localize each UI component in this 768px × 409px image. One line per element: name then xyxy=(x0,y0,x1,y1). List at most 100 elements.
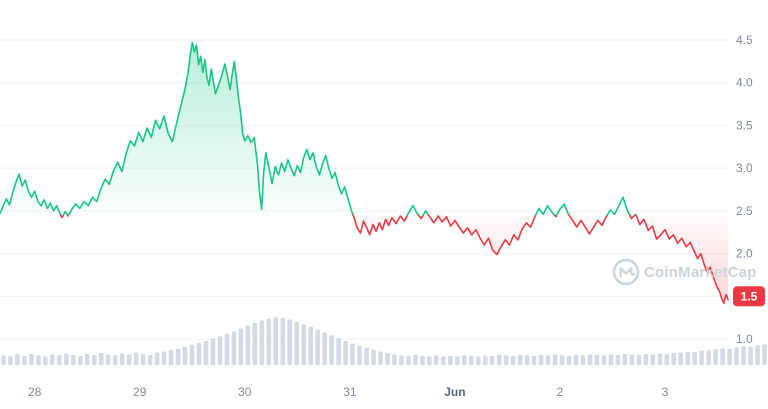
x-axis-label: 31 xyxy=(343,385,357,399)
volume-bar xyxy=(741,346,746,365)
volume-bar xyxy=(755,345,760,365)
volume-bar xyxy=(78,355,83,365)
price-line-down xyxy=(628,214,636,220)
price-line-down xyxy=(635,214,729,304)
volume-bar xyxy=(245,325,251,365)
volume-bar xyxy=(378,351,383,365)
volume-bar xyxy=(252,322,258,365)
volume-bar xyxy=(399,355,404,365)
volume-bar xyxy=(441,356,446,365)
volume-bar xyxy=(587,354,593,365)
x-axis-label: 29 xyxy=(133,385,147,399)
volume-bar xyxy=(734,347,739,365)
volume-bar xyxy=(406,355,411,365)
volume-bar xyxy=(650,354,656,365)
volume-bar xyxy=(685,351,690,365)
y-axis-label: 1.0 xyxy=(736,332,753,346)
x-axis-label: Jun xyxy=(444,385,465,399)
price-line-up xyxy=(422,210,430,216)
volume-bar xyxy=(36,355,41,365)
volume-bar xyxy=(71,354,76,365)
volume-bar xyxy=(462,355,467,365)
volume-bar xyxy=(615,354,621,365)
price-area-up xyxy=(68,42,354,216)
volume-bar xyxy=(706,350,711,365)
volume-bar xyxy=(85,354,90,365)
price-line-down xyxy=(352,214,409,236)
price-area-down xyxy=(428,215,536,255)
volume-bar xyxy=(210,338,216,365)
volume-bar xyxy=(657,353,662,365)
current-price-badge-bg xyxy=(733,286,765,307)
volume-bar xyxy=(8,356,13,365)
volume-bar xyxy=(524,355,530,365)
volume-bar xyxy=(203,341,209,365)
volume-bar xyxy=(113,355,118,365)
price-line-up xyxy=(406,204,420,216)
volume-bar xyxy=(196,342,202,365)
volume-bar xyxy=(231,331,237,365)
volume-bar xyxy=(671,353,676,365)
volume-bar xyxy=(392,354,397,365)
volume-bar xyxy=(238,328,244,365)
volume-bar xyxy=(699,350,704,365)
volume-bar xyxy=(713,349,718,365)
volume-bar xyxy=(643,354,649,365)
volume-bar xyxy=(448,355,453,365)
volume-bar xyxy=(748,346,753,365)
volume-bar xyxy=(273,317,278,365)
volume-bar xyxy=(469,355,474,365)
coinmarketcap-watermark: CoinMarketCap xyxy=(612,258,756,286)
volume-bar xyxy=(566,355,572,365)
volume-bar xyxy=(531,355,537,365)
price-area-down xyxy=(636,215,729,304)
price-line-down xyxy=(427,214,537,256)
x-axis-label: 2 xyxy=(557,385,564,399)
volume-bar xyxy=(308,326,313,365)
volume-bar xyxy=(476,356,481,365)
volume-bar xyxy=(43,356,48,365)
volume-bar xyxy=(483,355,488,365)
volume-bar xyxy=(161,351,167,365)
volume-bar xyxy=(622,354,628,365)
volume-bar xyxy=(50,354,55,365)
volume-bar xyxy=(329,335,334,365)
volume-bar xyxy=(106,354,111,365)
volume-bar xyxy=(140,354,146,365)
y-axis-label: 2.5 xyxy=(736,204,753,218)
current-price-badge-value: 1.5 xyxy=(741,289,758,303)
volume-bar xyxy=(287,319,292,365)
volume-bar xyxy=(559,355,565,365)
volume-bar xyxy=(692,352,697,365)
volume-bar xyxy=(420,355,425,365)
volume-bar xyxy=(427,356,432,365)
current-price-badge: 1.5 xyxy=(733,286,765,307)
y-axis-label: 4.0 xyxy=(736,76,753,90)
volume-bar xyxy=(343,341,348,365)
volume-bar xyxy=(636,354,642,365)
volume-bar xyxy=(154,352,160,365)
price-line-up xyxy=(67,41,354,216)
volume-bar xyxy=(92,354,97,365)
volume-bar xyxy=(357,345,362,365)
price-area-up xyxy=(407,205,419,216)
volume-bar xyxy=(189,344,195,365)
volume-bar xyxy=(601,355,607,365)
price-line-up xyxy=(534,204,556,216)
volume-bar xyxy=(350,343,355,365)
volume-bar xyxy=(510,355,516,365)
volume-bar xyxy=(594,354,600,365)
volume-bar xyxy=(608,354,614,365)
price-line-down xyxy=(59,214,65,219)
volume-bar xyxy=(301,324,306,365)
volume-bar xyxy=(413,354,418,365)
volume-bar xyxy=(490,355,495,365)
volume-bar xyxy=(1,355,6,365)
volume-bar xyxy=(15,354,20,365)
volume-bar xyxy=(573,354,579,365)
volume-bar xyxy=(322,332,327,365)
volume-bar xyxy=(29,354,34,365)
volume-bar xyxy=(385,353,390,365)
